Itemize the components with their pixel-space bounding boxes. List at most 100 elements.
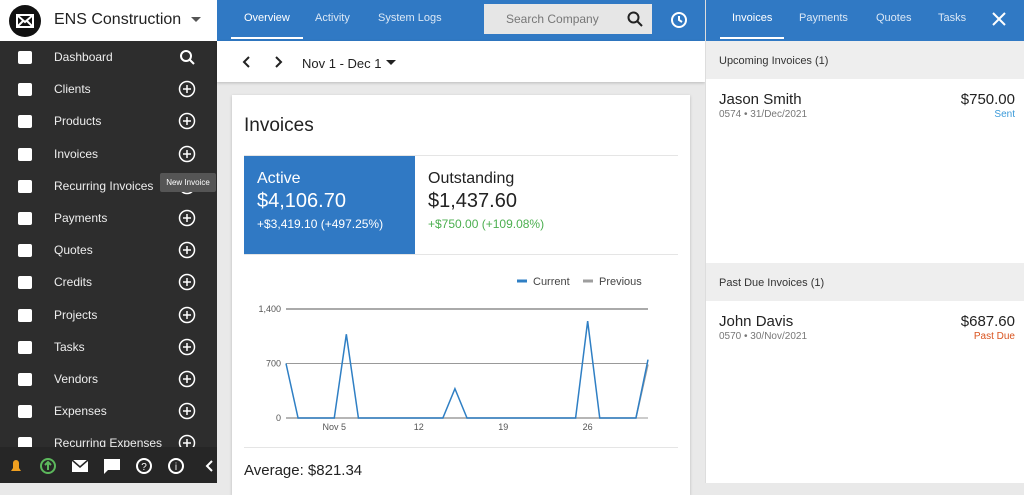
- chart: 0 700 1,400 Nov 5 12 19 26 Current Previous: [258, 276, 649, 432]
- nav-item[interactable]: Vendors: [0, 363, 217, 395]
- nav-icon: [18, 276, 32, 290]
- tab[interactable]: Overview: [244, 12, 290, 24]
- date-range[interactable]: Nov 1 - Dec 1: [302, 56, 382, 71]
- nav-icons: [18, 145, 196, 162]
- average: Average: $821.34: [244, 462, 363, 479]
- close-button[interactable]: [992, 12, 1006, 26]
- active-label: Active: [257, 170, 301, 187]
- nav-item[interactable]: Dashboard: [0, 41, 217, 73]
- invoices-card: Invoices Active $4,106.70 +$3,419.10 (+4…: [232, 95, 690, 495]
- nav-icon: [18, 340, 32, 354]
- right-tab[interactable]: Tasks: [938, 12, 967, 24]
- active-panel[interactable]: Active $4,106.70 +$3,419.10 (+497.25%): [244, 156, 415, 254]
- search-box[interactable]: Search Company: [484, 4, 652, 34]
- nav-icons: [18, 338, 196, 356]
- right-tab[interactable]: Invoices: [732, 12, 773, 24]
- brand[interactable]: ENS Construction: [0, 0, 217, 41]
- tooltip: New Invoice: [160, 173, 216, 192]
- invoice-status: Past Due: [973, 331, 1015, 342]
- add-icon: [183, 375, 191, 383]
- add-icon: [178, 145, 196, 162]
- nav-item[interactable]: Invoices: [0, 138, 217, 170]
- nav-icons: [18, 50, 195, 65]
- nav-label: Dashboard: [54, 50, 113, 64]
- y-tick-label: 1,400: [258, 304, 281, 314]
- right-panel: Invoices Payments Quotes Tasks Upcoming Inv…: [705, 0, 1024, 483]
- nav-icons: [18, 306, 196, 323]
- invoice-amount: $750.00: [960, 91, 1015, 108]
- sidebar: ENS Construction Dashboard Clients Product…: [0, 0, 217, 483]
- nav-label: Tasks: [54, 339, 85, 354]
- add-icon: [178, 241, 196, 259]
- nav-icons: [18, 274, 196, 291]
- legend-label: Current: [533, 276, 570, 288]
- outstanding-amount: $1,437.60: [428, 190, 517, 212]
- nav-label: Recurring Expenses: [54, 436, 163, 451]
- tab-indicator: [720, 37, 784, 39]
- invoice-status: Sent: [994, 109, 1015, 120]
- outstanding-panel[interactable]: Outstanding $1,437.60 +$750.00 (+109.08%…: [415, 156, 678, 254]
- bottom-bar: ? i: [0, 447, 217, 483]
- nav-label: Expenses: [54, 404, 107, 419]
- client-name: John Davis: [719, 313, 794, 330]
- right-tab[interactable]: Quotes: [876, 12, 912, 24]
- add-icon: [183, 214, 191, 222]
- bottom-icons: ? i: [11, 458, 213, 474]
- nav-item[interactable]: Expenses: [0, 395, 217, 427]
- add-icon: [178, 338, 196, 356]
- nav-item[interactable]: Clients: [0, 73, 217, 105]
- nav-label: Invoices: [54, 146, 99, 161]
- section-header: Past Due Invoices (1): [706, 263, 1024, 301]
- y-tick-label: 700: [266, 359, 281, 369]
- invoice-meta: 0574 • 31/Dec/2021: [719, 109, 808, 120]
- nav-icon: [18, 405, 32, 419]
- nav-item[interactable]: Quotes: [0, 234, 217, 266]
- nav-item[interactable]: Tasks: [0, 331, 217, 363]
- y-tick-label: 0: [276, 413, 281, 423]
- x-tick-label: 19: [498, 422, 508, 432]
- nav-icon: [18, 179, 32, 193]
- section-header: Upcoming Invoices (1): [706, 41, 1024, 79]
- date-nav[interactable]: [241, 56, 291, 68]
- nav-item[interactable]: Credits: [0, 266, 217, 298]
- add-icon: [183, 117, 191, 126]
- add-icon: [183, 342, 191, 351]
- right-tab[interactable]: Payments: [799, 12, 848, 24]
- legend-label: Previous: [599, 276, 642, 288]
- top-bar: Overview Activity System Logs Search Compa…: [217, 0, 705, 41]
- nav-label: Vendors: [54, 372, 99, 386]
- svg-text:?: ?: [141, 462, 147, 473]
- search-icon: [627, 11, 643, 27]
- history-icon[interactable]: [669, 10, 689, 30]
- nav-icons: [18, 80, 196, 98]
- search-placeholder: Search Company: [506, 12, 599, 26]
- add-icon: [178, 113, 196, 130]
- nav-item[interactable]: Payments: [0, 202, 217, 234]
- invoice-row[interactable]: Jason Smith 0574 • 31/Dec/2021 $750.00 Sent: [706, 79, 1024, 129]
- add-icon: [183, 149, 191, 158]
- x-tick-label: Nov 5: [323, 422, 347, 432]
- tab[interactable]: System Logs: [378, 12, 442, 24]
- dropdown-arrow: [191, 17, 201, 22]
- nav-icon: [18, 83, 32, 97]
- nav-icon: [18, 244, 32, 258]
- invoice-amount: $687.60: [960, 313, 1015, 330]
- add-icon: [183, 439, 191, 448]
- active-amount: $4,106.70: [257, 190, 346, 212]
- search-icon: [180, 50, 192, 62]
- outstanding-change: +$750.00 (+109.08%): [428, 217, 545, 231]
- nav-label: Recurring Invoices: [54, 178, 154, 193]
- invoice-row[interactable]: John Davis 0570 • 30/Nov/2021 $687.60 Past …: [706, 301, 1024, 351]
- tab[interactable]: Activity: [315, 12, 350, 24]
- nav-icon: [18, 51, 32, 64]
- nav-item[interactable]: Products: [0, 105, 217, 137]
- add-icon: [178, 274, 196, 291]
- nav-icons: [18, 209, 196, 227]
- nav-item[interactable]: Projects: [0, 299, 217, 331]
- invoice-meta: 0570 • 30/Nov/2021: [719, 331, 808, 342]
- nav-icons: [18, 241, 196, 259]
- series-line: [285, 321, 649, 419]
- nav-icons: [18, 113, 196, 130]
- right-header: Invoices Payments Quotes Tasks: [706, 0, 1024, 41]
